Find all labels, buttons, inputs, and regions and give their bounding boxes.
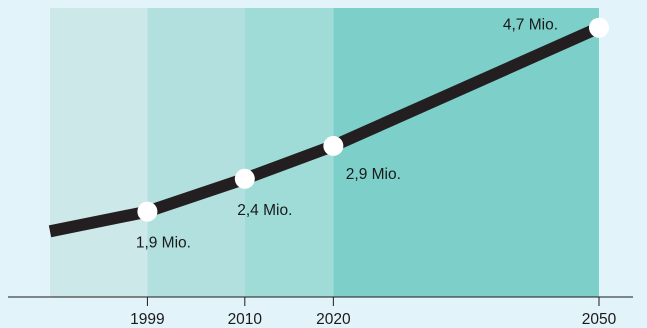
x-tick-label: 2020 (316, 311, 351, 328)
period-band (147, 8, 245, 297)
x-tick-label: 1999 (130, 311, 164, 328)
x-tick-label: 2010 (228, 311, 263, 328)
data-label: 4,7 Mio. (503, 17, 558, 34)
data-point (589, 17, 609, 38)
data-labels: 1,9 Mio. 2,4 Mio. 2,9 Mio. 4,7 Mio. (136, 17, 558, 252)
data-points (137, 17, 609, 222)
period-band (333, 8, 599, 297)
data-label: 1,9 Mio. (136, 235, 191, 252)
x-axis-ticks (146, 297, 600, 306)
data-label: 2,4 Mio. (237, 202, 292, 219)
x-axis-tick-labels: 1999 2010 2020 2050 (130, 311, 616, 328)
period-bands (50, 8, 599, 297)
data-point (323, 135, 344, 156)
x-tick-label: 2050 (582, 311, 617, 328)
data-label: 2,9 Mio. (346, 166, 401, 183)
period-band (50, 8, 148, 297)
data-point (137, 201, 158, 222)
data-point (234, 168, 255, 189)
